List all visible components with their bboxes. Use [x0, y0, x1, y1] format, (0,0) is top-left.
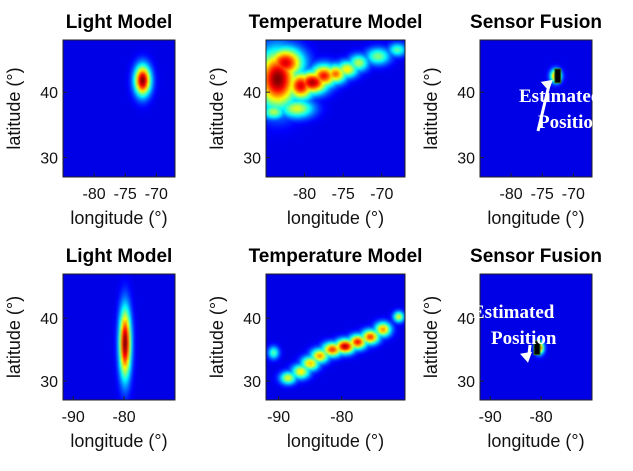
axes-frame — [479, 39, 593, 178]
y-tick-label: 40 — [243, 311, 261, 328]
estimated-position-marker — [533, 340, 541, 356]
y-tick-label: 30 — [243, 150, 261, 167]
subplot-4: -90 -80 30 40 Light Model longitude (°) latitu… — [4, 246, 176, 451]
x-axis-label: longitude (°) — [70, 208, 167, 228]
x-axis-label: longitude (°) — [287, 431, 384, 451]
y-tick-label: 30 — [457, 150, 475, 167]
x-tick-label: -80 — [293, 186, 316, 203]
x-tick-label: -70 — [562, 186, 585, 203]
heatmap-image — [480, 40, 592, 177]
annotation-arrowhead — [540, 79, 553, 91]
x-axis-label: longitude (°) — [287, 208, 384, 228]
x-tick-label: -90 — [62, 409, 85, 426]
y-axis-label: latitude (°) — [4, 67, 24, 149]
heatmap-image — [63, 274, 175, 400]
annotation-arrow — [536, 81, 552, 132]
x-tick-label: -75 — [114, 186, 137, 203]
x-tick-label: -80 — [113, 409, 136, 426]
annotation-arrowhead — [520, 351, 533, 363]
y-axis-label: latitude (°) — [4, 296, 24, 378]
heatmap-image — [63, 40, 175, 177]
axes-frame — [62, 273, 176, 401]
x-axis-label: longitude (°) — [487, 208, 584, 228]
heatmap-image — [266, 40, 405, 177]
y-tick-label: 40 — [40, 311, 58, 328]
y-tick-label: 40 — [40, 85, 58, 102]
annotation-text: Estimated — [519, 86, 602, 107]
subplot-1: -80 -75 -70 30 40 Light Model longitude (°) lat… — [4, 12, 176, 228]
subplot-title: Temperature Model — [249, 246, 423, 267]
subplot-title: Temperature Model — [249, 12, 423, 33]
x-tick-label: -80 — [330, 409, 353, 426]
x-tick-label: -90 — [267, 409, 290, 426]
subplot-5: -90 -80 30 40 Temperature Model longitude (°)… — [207, 246, 422, 451]
axes-frame — [479, 273, 593, 401]
annotation-text: Position — [538, 112, 604, 133]
subplot-title: Light Model — [66, 12, 173, 33]
subplot-title: Sensor Fusion — [470, 12, 602, 33]
x-tick-label: -80 — [500, 186, 523, 203]
y-axis-label: latitude (°) — [421, 67, 441, 149]
y-tick-label: 30 — [40, 374, 58, 391]
x-tick-label: -70 — [370, 186, 393, 203]
x-axis-label: longitude (°) — [70, 431, 167, 451]
y-tick-label: 40 — [243, 85, 261, 102]
y-tick-label: 40 — [457, 85, 475, 102]
subplot-3: -80 -75 -70 30 40 Sensor Fusion longitude (°) l… — [421, 12, 604, 228]
estimated-position-marker — [554, 68, 562, 84]
y-axis-label: latitude (°) — [421, 296, 441, 378]
x-tick-label: -75 — [332, 186, 355, 203]
y-axis-label: latitude (°) — [207, 67, 227, 149]
heatmap-image — [480, 274, 592, 400]
axes-frame — [265, 39, 406, 178]
x-tick-label: -80 — [83, 186, 106, 203]
x-axis-label: longitude (°) — [487, 431, 584, 451]
y-axis-label: latitude (°) — [207, 296, 227, 378]
x-tick-label: -90 — [479, 409, 502, 426]
y-tick-label: 30 — [40, 150, 58, 167]
heatmap-image — [266, 274, 405, 400]
x-tick-label: -70 — [145, 186, 168, 203]
subplot-6: -90 -80 30 40 Sensor Fusion longitude (°) lati… — [421, 246, 602, 451]
axes-frame — [265, 273, 406, 401]
y-tick-label: 40 — [457, 311, 475, 328]
y-tick-label: 30 — [457, 374, 475, 391]
annotation-text: Position — [491, 328, 557, 349]
annotation-text: Estimated — [472, 302, 555, 323]
subplot-2: -80 -75 -70 30 40 Temperature Model longitude … — [207, 12, 422, 228]
x-tick-label: -75 — [531, 186, 554, 203]
x-tick-label: -80 — [530, 409, 553, 426]
axes-frame — [62, 39, 176, 178]
subplot-title: Sensor Fusion — [470, 246, 602, 267]
subplot-title: Light Model — [66, 246, 173, 267]
y-tick-label: 30 — [243, 374, 261, 391]
